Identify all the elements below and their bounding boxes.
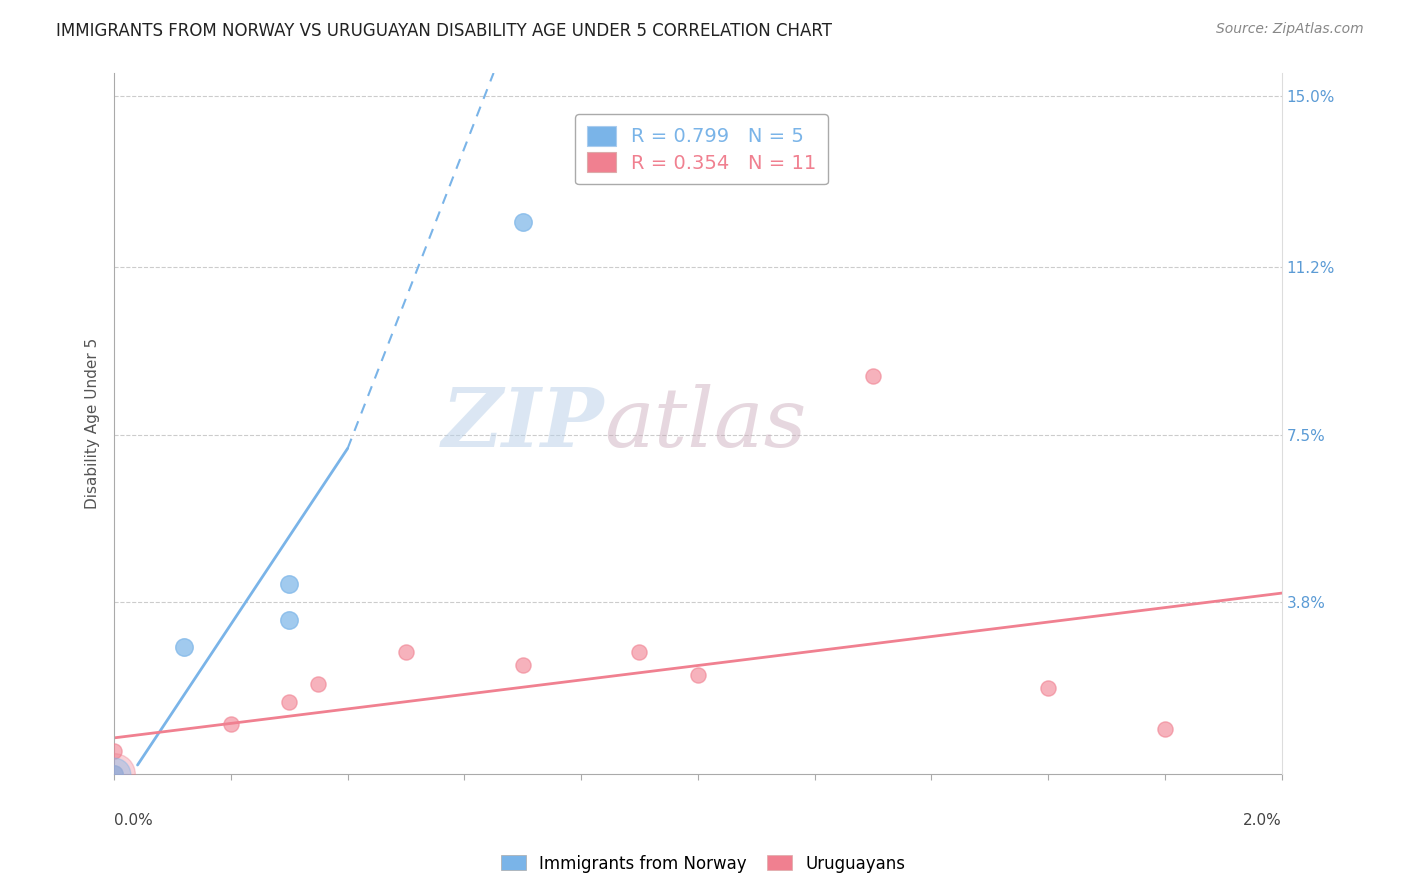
- Point: [1153, 722, 1175, 736]
- Point: [395, 645, 418, 659]
- Point: [686, 667, 709, 681]
- Point: [173, 640, 195, 655]
- Point: [278, 577, 301, 591]
- Text: IMMIGRANTS FROM NORWAY VS URUGUAYAN DISABILITY AGE UNDER 5 CORRELATION CHART: IMMIGRANTS FROM NORWAY VS URUGUAYAN DISA…: [56, 22, 832, 40]
- Text: 2.0%: 2.0%: [1243, 813, 1281, 828]
- Point: [278, 613, 301, 627]
- Point: [219, 717, 242, 731]
- Text: 0.0%: 0.0%: [114, 813, 153, 828]
- Point: [628, 645, 651, 659]
- Point: [308, 676, 330, 690]
- Text: ZIP: ZIP: [441, 384, 605, 464]
- Point: [512, 215, 534, 229]
- Point: [278, 695, 301, 709]
- Legend: R = 0.799   N = 5, R = 0.354   N = 11: R = 0.799 N = 5, R = 0.354 N = 11: [575, 114, 828, 185]
- Point: [862, 369, 884, 384]
- Point: [103, 744, 125, 758]
- Point: [1036, 681, 1059, 695]
- Y-axis label: Disability Age Under 5: Disability Age Under 5: [86, 338, 100, 509]
- Point: [103, 767, 125, 781]
- Point: [103, 767, 125, 781]
- Legend: Immigrants from Norway, Uruguayans: Immigrants from Norway, Uruguayans: [494, 848, 912, 880]
- Point: [512, 658, 534, 673]
- Text: Source: ZipAtlas.com: Source: ZipAtlas.com: [1216, 22, 1364, 37]
- Point: [103, 767, 125, 781]
- Text: atlas: atlas: [605, 384, 807, 464]
